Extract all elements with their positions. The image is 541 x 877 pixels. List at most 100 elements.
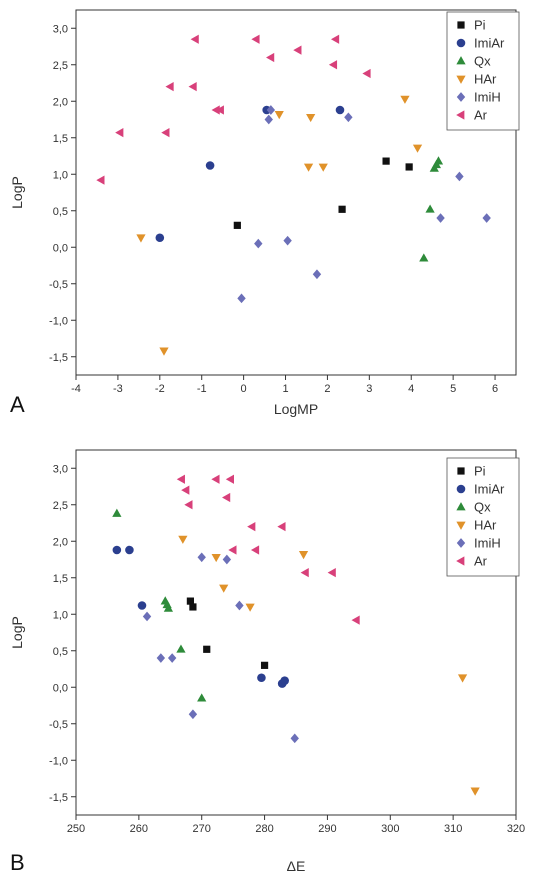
data-point <box>211 474 220 484</box>
x-tick-label: 260 <box>130 823 148 835</box>
data-point <box>176 644 186 653</box>
data-point <box>351 615 360 625</box>
data-point <box>362 68 371 79</box>
x-axis-label: ΔE <box>287 858 306 874</box>
series-ar <box>176 474 360 625</box>
x-tick-label: 270 <box>193 823 211 835</box>
legend-marker <box>457 21 465 29</box>
legend-box <box>446 11 520 131</box>
y-tick-label: 2,5 <box>53 500 68 512</box>
series-qx <box>419 156 444 262</box>
legend-label: ImiH <box>474 536 501 551</box>
x-tick-label: 2 <box>324 383 330 395</box>
data-point <box>306 113 316 123</box>
data-point <box>400 95 410 104</box>
legend: Pi ImiAr Qx HAr ImiH Ar <box>446 457 520 577</box>
data-point <box>245 603 255 612</box>
data-point <box>115 128 124 138</box>
y-tick-label: 3,0 <box>53 23 68 35</box>
data-point <box>235 600 244 611</box>
series-pi <box>233 157 413 229</box>
y-tick-label: 3,0 <box>53 463 68 475</box>
data-point <box>328 60 338 70</box>
legend-label: Ar <box>474 554 488 569</box>
data-point <box>156 653 166 663</box>
legend-marker <box>456 521 466 530</box>
legend-marker <box>456 556 465 566</box>
data-point <box>405 163 413 171</box>
legend-marker <box>456 92 466 102</box>
series-imih <box>237 105 491 304</box>
y-tick-label: -1,0 <box>49 755 68 767</box>
y-tick-label: -1,5 <box>49 352 68 364</box>
data-point <box>190 34 199 44</box>
data-point <box>318 163 328 172</box>
plot-frame <box>75 9 517 376</box>
series-qx <box>112 508 207 702</box>
data-point <box>436 213 445 223</box>
data-point <box>186 597 194 605</box>
y-tick-label: -0,5 <box>49 279 68 291</box>
data-point <box>277 522 286 532</box>
data-point <box>222 554 232 565</box>
x-tick-label: 0 <box>241 383 247 395</box>
data-point <box>412 144 423 153</box>
data-point <box>181 485 190 495</box>
legend-label: Qx <box>474 500 491 515</box>
y-tick-label: -1,5 <box>49 792 68 804</box>
y-axis-label: LogP <box>9 176 25 209</box>
legend-box <box>446 457 520 577</box>
legend-label: Qx <box>474 54 491 69</box>
data-point <box>165 82 174 92</box>
data-point <box>264 114 273 125</box>
y-tick-label: 0,5 <box>53 646 68 658</box>
x-axis-label: LogMP <box>274 401 318 417</box>
data-point <box>303 163 314 172</box>
plot-frame <box>75 449 517 816</box>
data-point <box>237 293 246 304</box>
data-point <box>142 611 152 622</box>
data-point <box>215 105 224 115</box>
x-tick-label: 280 <box>255 823 273 835</box>
data-point <box>280 676 289 685</box>
series-imiar <box>155 105 345 243</box>
data-point <box>189 603 197 611</box>
x-tick-label: 320 <box>507 823 525 835</box>
data-point <box>419 253 429 262</box>
data-point <box>184 500 193 510</box>
panel-label: B <box>10 850 25 875</box>
legend-marker <box>456 75 466 84</box>
data-point <box>167 653 177 663</box>
data-point <box>197 552 206 563</box>
legend-label: ImiAr <box>474 482 505 497</box>
data-point <box>482 213 491 223</box>
data-point <box>211 553 221 563</box>
data-point <box>455 171 464 182</box>
data-point <box>335 105 345 115</box>
legend-marker <box>456 38 466 48</box>
data-point <box>283 235 292 246</box>
data-point <box>457 674 468 683</box>
series-imiar <box>112 545 289 688</box>
data-point <box>330 34 340 44</box>
data-point <box>254 238 263 249</box>
data-point <box>188 709 198 720</box>
chart-panel-b: 250 260 270 280 290 300 310 320 -1,5 -1,0 -0,5 0,0 0… <box>9 449 525 875</box>
data-point <box>251 34 260 44</box>
data-point <box>250 545 260 555</box>
x-tick-label: 3 <box>366 383 372 395</box>
y-tick-label: 0,0 <box>53 242 68 254</box>
chart-panel-a: -4 -3 -2 -1 0 1 2 3 4 5 6 -1,5 -1,0 -0,5 0,0 0,5 1,0 1,5 2… <box>9 9 520 417</box>
data-point <box>274 111 284 120</box>
data-point <box>211 105 220 115</box>
x-tick-label: 310 <box>444 823 462 835</box>
legend-marker <box>457 467 465 475</box>
series-imih <box>142 552 299 744</box>
x-tick-label: 5 <box>450 383 456 395</box>
x-tick-label: -4 <box>71 383 81 395</box>
data-point <box>344 112 353 123</box>
series-pi <box>186 597 269 669</box>
legend-label: ImiH <box>474 90 501 105</box>
y-tick-label: 1,5 <box>53 573 68 585</box>
